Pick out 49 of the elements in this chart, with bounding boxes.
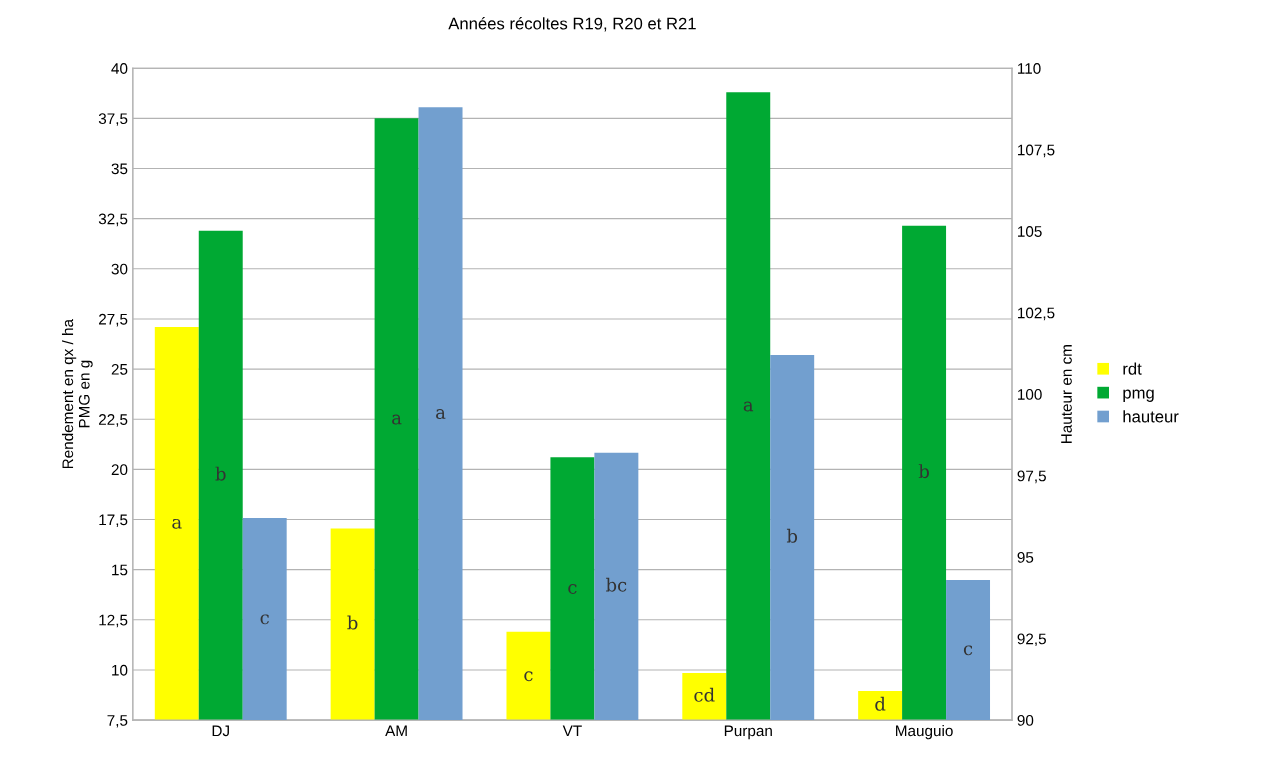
y-tick-label: 32,5 [98,213,128,227]
y-tick-label: 37,5 [98,113,128,126]
y-tick-label: 20 [111,464,128,476]
y2-tick-label: 95 [1017,552,1034,563]
x-tick-label: AM [385,725,407,737]
data-label: b [786,528,798,543]
y2-tick-label: 102,5 [1018,307,1055,321]
x-tick-label: VT [562,725,582,737]
y2-tick-label: 97,5 [1017,470,1046,484]
data-label: b [215,466,226,481]
y2-tick-label: 110 [1018,63,1041,74]
chart-title: Années récoltes R19, R20 et R21 [448,17,696,32]
y-tick-label: 35 [111,163,128,175]
data-label: c [260,614,269,625]
y-tick-label: 17,5 [99,514,128,528]
y-tick-label: 10 [112,664,128,676]
y-tick-label: 12,5 [99,614,128,628]
data-label: c [524,671,533,682]
data-label: b [918,464,929,479]
y2-tick-label: 107,5 [1018,144,1055,158]
y-tick-label: 27,5 [99,313,128,327]
data-label: c [568,584,577,594]
legend-label: hauteur [1123,410,1179,423]
y-tick-label: 40 [111,63,128,74]
legend-label: pmg [1123,389,1154,402]
x-tick-label: Purpan [724,725,772,740]
data-label: a [743,401,754,412]
y-axis-title: Rendement en qx / ha PMG en g [61,318,93,469]
data-label: a [436,409,446,419]
y2-tick-label: 92,5 [1017,633,1046,647]
data-label: cd [694,687,715,702]
y2-tick-label: 90 [1017,714,1034,726]
y-tick-label: 30 [111,263,128,275]
data-label: d [875,696,886,711]
x-tick-label: Mauguio [896,724,953,740]
y-tick-label: 22,5 [99,414,128,427]
data-label: b [347,615,358,630]
y2-axis-title: Hauteur en cm [1061,345,1072,443]
data-label: c [963,645,973,656]
data-label: a [392,414,402,425]
data-label: a [172,518,182,529]
y-tick-label: 25 [111,363,128,375]
y-tick-label: 15 [112,564,128,576]
legend-label: rdt [1123,362,1142,375]
y2-tick-label: 100 [1018,389,1042,400]
y2-tick-label: 105 [1018,226,1042,237]
data-label: bc [606,577,627,592]
y-tick-label: 7,5 [107,715,128,728]
x-tick-label: DJ [212,725,229,737]
